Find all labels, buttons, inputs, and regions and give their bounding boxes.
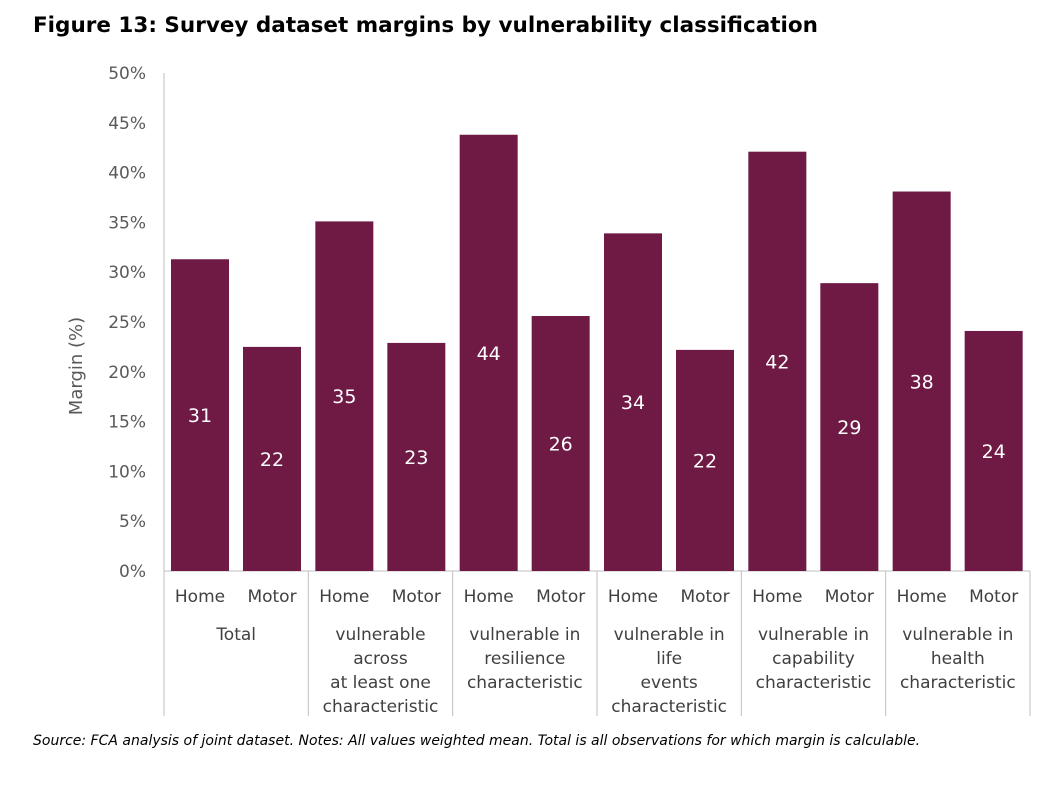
category-group-label: characteristic <box>756 673 872 693</box>
x-tick-label: Home <box>464 587 514 607</box>
category-group-label: health <box>931 649 985 669</box>
bar <box>171 259 229 571</box>
x-tick-label: Home <box>897 587 947 607</box>
bar <box>315 221 374 572</box>
data-label: 38 <box>910 371 934 393</box>
x-tick-label: Home <box>319 587 369 607</box>
category-group-label: vulnerable in <box>469 625 580 645</box>
x-tick-label: Home <box>608 587 658 607</box>
category-group-label: across <box>353 649 408 669</box>
data-label: 44 <box>477 343 501 365</box>
chart-title: Figure 13: Survey dataset margins by vul… <box>33 13 818 38</box>
x-tick-label: Motor <box>536 587 585 607</box>
bar <box>243 346 301 571</box>
y-tick-label: 40% <box>108 164 146 184</box>
category-group-label: characteristic <box>323 697 439 717</box>
category-group-label: vulnerable in <box>902 625 1013 645</box>
x-tick-label: Motor <box>247 587 296 607</box>
y-tick-label: 0% <box>119 562 146 582</box>
category-group-label: characteristic <box>900 673 1016 693</box>
category-group-label: capability <box>772 649 855 669</box>
y-tick-label: 25% <box>108 313 146 333</box>
data-label: 22 <box>260 449 284 471</box>
category-group-label: Total <box>215 625 256 645</box>
x-tick-label: Motor <box>392 587 441 607</box>
bar-chart: 0% 5% 10% 15% 20% 25% 30% 35% 40% 45% 50% Margin (%… <box>66 64 1031 717</box>
data-label: 23 <box>404 447 428 469</box>
category-group-label: characteristic <box>467 673 583 693</box>
y-tick-label: 30% <box>108 263 146 283</box>
category-group-label: vulnerable in <box>614 625 725 645</box>
category-group-label: resilience <box>484 649 565 669</box>
bar <box>676 349 734 571</box>
x-tick-label: Motor <box>825 587 874 607</box>
category-group-label: at least one <box>330 673 431 693</box>
category-group-label: characteristic <box>611 697 727 717</box>
y-tick-label: 15% <box>108 413 146 433</box>
y-tick-label: 50% <box>108 64 146 84</box>
bar <box>531 316 590 571</box>
category-group-label: life <box>656 649 682 669</box>
category-group-label: vulnerable <box>335 625 425 645</box>
category-group-label: events <box>641 673 698 693</box>
data-label: 34 <box>621 392 645 414</box>
bar <box>820 283 879 571</box>
y-tick-label: 20% <box>108 363 146 383</box>
bar <box>964 330 1023 571</box>
bar <box>459 134 518 571</box>
data-label: 31 <box>188 405 212 427</box>
bar <box>748 151 807 571</box>
data-label: 42 <box>765 351 789 373</box>
y-tick-label: 10% <box>108 462 146 482</box>
source-note: Source: FCA analysis of joint dataset. N… <box>33 733 921 749</box>
x-tick-label: Home <box>752 587 802 607</box>
bar <box>892 191 951 572</box>
bar <box>604 233 662 571</box>
y-axis-title: Margin (%) <box>66 317 87 415</box>
y-tick-label: 5% <box>119 512 146 532</box>
data-label: 35 <box>332 386 356 408</box>
x-tick-label: Motor <box>680 587 729 607</box>
data-label: 29 <box>837 417 861 439</box>
data-label: 26 <box>549 434 573 456</box>
category-group-label: vulnerable in <box>758 625 869 645</box>
data-label: 24 <box>982 441 1006 463</box>
x-tick-label: Motor <box>969 587 1018 607</box>
data-label: 22 <box>693 450 717 472</box>
y-tick-label: 45% <box>108 114 146 134</box>
x-tick-label: Home <box>175 587 225 607</box>
bar <box>387 342 446 571</box>
y-tick-label: 35% <box>108 213 146 233</box>
